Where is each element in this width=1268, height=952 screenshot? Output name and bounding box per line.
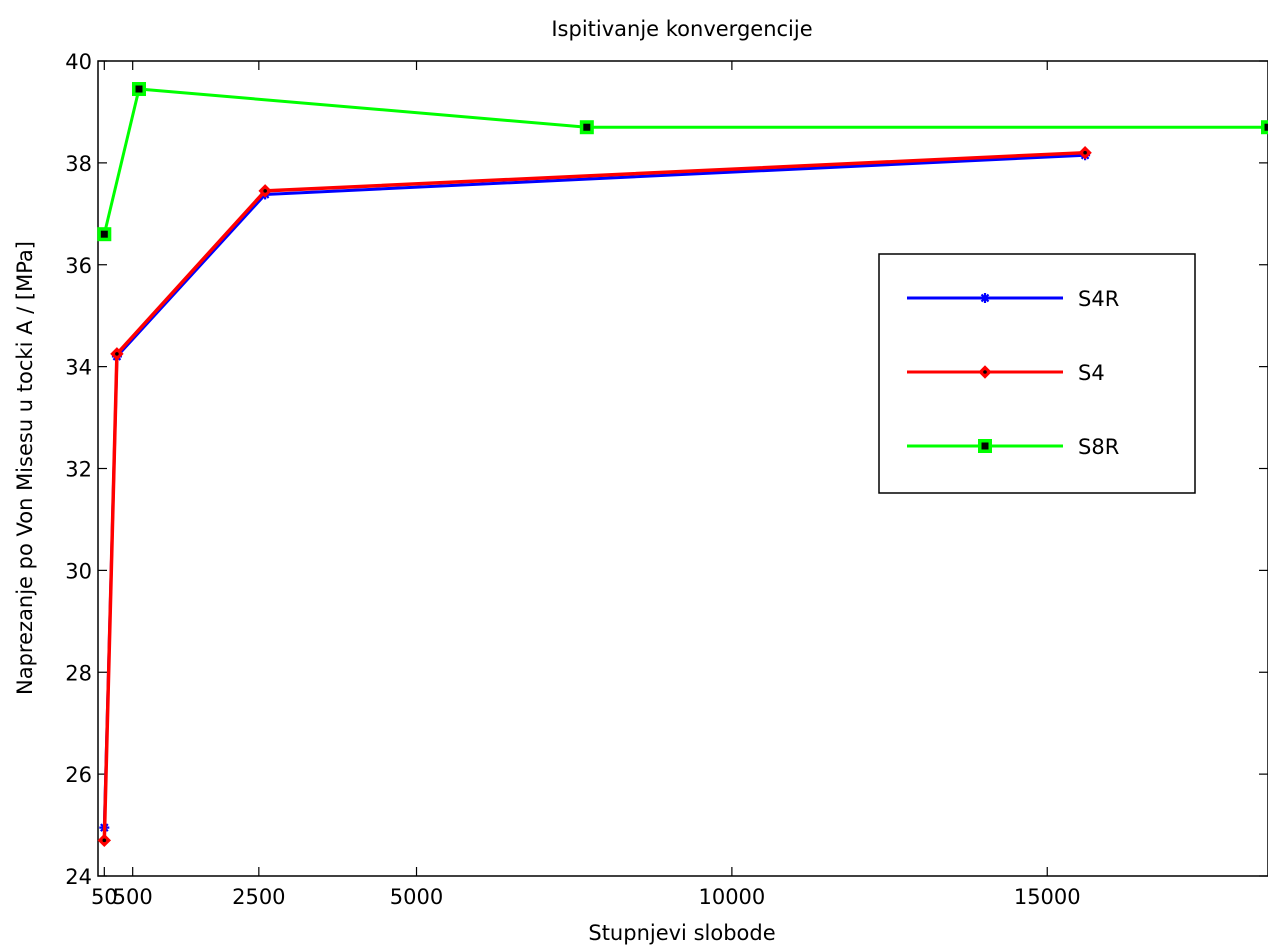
- legend-label-s4: S4: [1078, 361, 1105, 385]
- legend-label-s8r: S8R: [1078, 435, 1119, 459]
- y-tick-label: 28: [65, 661, 92, 685]
- data-point-s8r-center: [1265, 124, 1268, 131]
- y-axis-label: Naprezanje po Von Misesu u tocki A / [MP…: [13, 241, 37, 695]
- chart-title: Ispitivanje konvergencije: [551, 17, 812, 41]
- series-s4: [98, 147, 1091, 847]
- data-point-s8r-center: [101, 231, 108, 238]
- data-point-s4-center: [115, 352, 119, 356]
- legend-marker-s4-center: [983, 370, 987, 374]
- x-tick-label: 15000: [1014, 885, 1081, 909]
- y-tick-label: 26: [65, 763, 92, 787]
- series-line-s8r: [104, 89, 1268, 234]
- x-tick-label: 5000: [390, 885, 443, 909]
- data-point-s8r-center: [583, 124, 590, 131]
- y-tick-label: 30: [65, 559, 92, 583]
- series-s8r: [97, 82, 1268, 241]
- data-point-s4-center: [263, 189, 267, 193]
- y-tick-label: 32: [65, 458, 92, 482]
- y-tick-label: 24: [65, 865, 92, 889]
- legend-marker-s8r-center: [982, 443, 989, 450]
- legend-marker-s4r: [980, 293, 990, 303]
- x-axis-label: Stupnjevi slobode: [588, 921, 775, 945]
- y-tick-label: 34: [65, 356, 92, 380]
- data-point-s4-center: [1083, 151, 1087, 155]
- data-point-s4-center: [103, 839, 107, 843]
- y-tick-label: 40: [65, 50, 92, 74]
- legend-label-s4r: S4R: [1078, 287, 1119, 311]
- y-tick-label: 36: [65, 254, 92, 278]
- x-tick-label: 500: [113, 885, 153, 909]
- x-tick-label: 2500: [232, 885, 285, 909]
- data-point-s8r-center: [135, 86, 142, 93]
- y-tick-label: 38: [65, 152, 92, 176]
- x-tick-label: 10000: [698, 885, 765, 909]
- legend: S4R S4 S8R: [879, 254, 1195, 493]
